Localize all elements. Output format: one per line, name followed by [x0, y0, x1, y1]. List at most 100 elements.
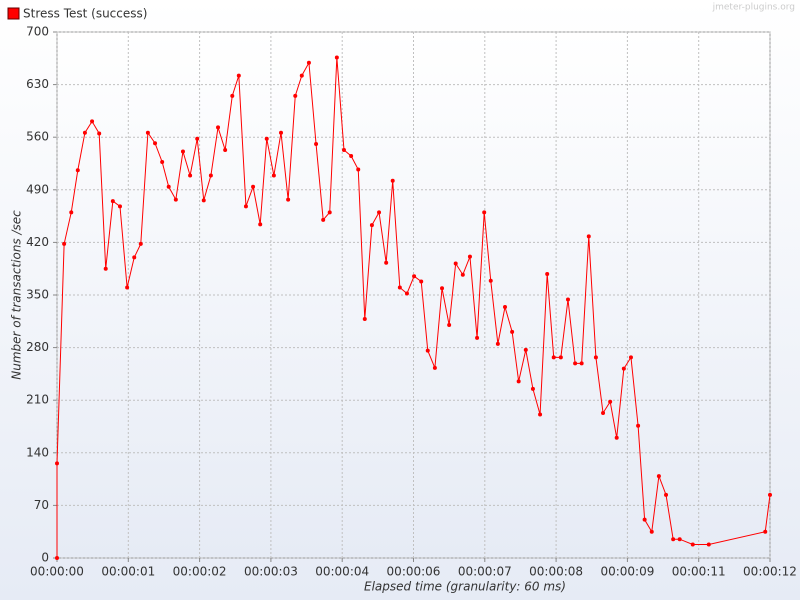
data-point [677, 537, 682, 542]
data-point [369, 223, 374, 228]
data-point [390, 178, 395, 183]
data-point [299, 73, 304, 78]
y-tick-label: 70 [34, 498, 49, 512]
data-point [62, 241, 67, 246]
data-point [201, 198, 206, 203]
data-point [397, 285, 402, 290]
y-tick-label: 630 [26, 77, 49, 91]
data-point [523, 347, 528, 352]
data-point [482, 210, 487, 215]
data-point [565, 297, 570, 302]
data-point [538, 412, 543, 417]
x-axis-label: Elapsed time (granularity: 60 ms) [364, 580, 566, 594]
data-point [264, 136, 269, 141]
data-point [412, 274, 417, 279]
x-tick-label: 00:00:11 [672, 565, 726, 579]
data-point [621, 366, 626, 371]
data-point [334, 55, 339, 60]
data-point [614, 435, 619, 440]
x-tick-label: 00:00:04 [315, 565, 369, 579]
data-point [90, 119, 95, 124]
data-point [271, 173, 276, 178]
data-point [671, 537, 676, 542]
y-tick-label: 140 [26, 445, 49, 459]
data-point [117, 204, 122, 209]
data-point [503, 305, 508, 310]
data-point [636, 423, 641, 428]
data-point [601, 410, 606, 415]
legend-label: Stress Test (success) [23, 7, 147, 21]
data-point [432, 365, 437, 370]
y-tick-label: 210 [26, 393, 49, 407]
data-point [425, 348, 430, 353]
legend-swatch [7, 7, 20, 20]
data-point [377, 210, 382, 215]
data-point [664, 492, 669, 497]
data-point [82, 130, 87, 135]
y-tick-label: 280 [26, 340, 49, 354]
x-tick-label: 00:00:02 [173, 565, 227, 579]
data-point [132, 255, 137, 260]
x-tick-label: 00:00:12 [743, 565, 797, 579]
data-point [75, 168, 80, 173]
data-point [180, 149, 185, 154]
data-point [69, 210, 74, 215]
data-point [55, 556, 59, 560]
data-point [579, 361, 584, 366]
data-point [251, 184, 256, 189]
data-point [690, 542, 695, 547]
y-tick-label: 0 [41, 551, 49, 565]
data-point [97, 131, 102, 136]
data-point [208, 173, 213, 178]
data-point [216, 125, 221, 130]
data-point [349, 153, 354, 158]
x-tick-label: 00:00:00 [30, 565, 84, 579]
y-tick-label: 700 [26, 25, 49, 39]
watermark: jmeter-plugins.org [712, 3, 795, 13]
data-point [230, 93, 235, 98]
data-point [188, 173, 193, 178]
data-point [279, 130, 284, 135]
data-point [384, 260, 389, 265]
y-tick-label: 490 [26, 182, 49, 196]
data-point [236, 73, 241, 78]
data-point [306, 60, 311, 65]
data-point [293, 93, 298, 98]
data-point [558, 355, 563, 360]
data-point [586, 234, 591, 239]
x-tick-label: 00:00:03 [244, 565, 298, 579]
data-point [173, 197, 178, 202]
data-point [195, 136, 200, 141]
data-point [516, 379, 521, 384]
data-point [138, 241, 143, 246]
data-point [258, 222, 263, 227]
data-point [649, 529, 654, 534]
data-point [223, 147, 228, 152]
data-point [153, 141, 158, 146]
data-point [510, 329, 515, 334]
data-point [362, 317, 367, 322]
data-point [545, 271, 550, 276]
data-point [656, 474, 661, 479]
data-point [706, 542, 711, 547]
data-point [125, 285, 130, 290]
data-point [160, 159, 165, 164]
x-tick-label: 00:00:09 [600, 565, 654, 579]
data-point [467, 254, 472, 259]
x-tick-label: 00:00:07 [458, 565, 512, 579]
data-point [314, 141, 319, 146]
y-tick-label: 350 [26, 288, 49, 302]
data-point [573, 361, 578, 366]
data-point [447, 323, 452, 328]
data-point [608, 399, 613, 404]
data-point [55, 461, 59, 466]
data-point [530, 386, 535, 391]
data-point [551, 355, 556, 360]
data-point [341, 147, 346, 152]
y-axis-label: Number of transactions /sec [10, 210, 24, 380]
data-point [327, 210, 332, 215]
x-tick-label: 00:00:08 [529, 565, 583, 579]
data-point [475, 335, 480, 340]
data-point [166, 184, 171, 189]
